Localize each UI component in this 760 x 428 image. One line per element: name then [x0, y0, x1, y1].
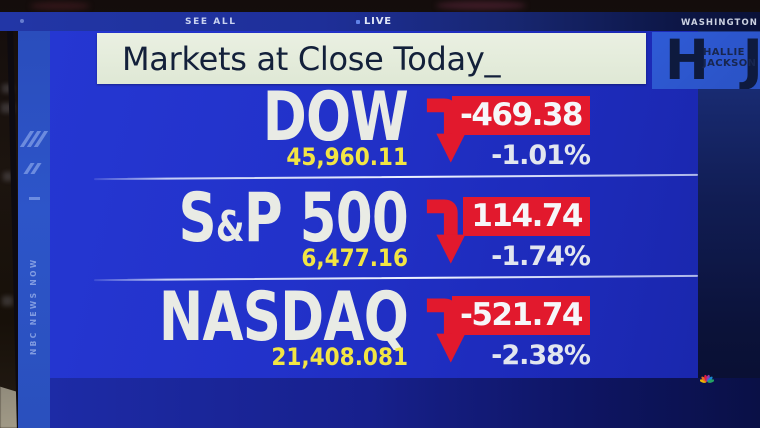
- index-close-value: 21,408.081: [271, 343, 408, 371]
- live-dot-icon: [356, 20, 360, 24]
- background-blur: [2, 296, 13, 306]
- board-bottom-band: [50, 378, 760, 428]
- change-badge: -469.38: [452, 96, 590, 135]
- background-blur: [1, 103, 14, 113]
- percent-change: -1.74%: [491, 241, 591, 272]
- nbc-wave-icon: [23, 163, 42, 174]
- live-badge[interactable]: LIVE: [364, 16, 392, 27]
- stream-top-bar: SEE ALL LIVE WASHINGTON: [0, 12, 760, 31]
- down-arrow-icon: [426, 298, 466, 363]
- down-arrow-icon: [426, 98, 466, 163]
- background-blur: [3, 172, 13, 181]
- network-name: NBC NEWS NOW: [29, 257, 38, 355]
- index-name: NASDAQ: [158, 278, 409, 357]
- background-blur: [2, 84, 13, 93]
- network-side-rail: NBC NEWS NOW: [18, 31, 50, 428]
- see-all-button[interactable]: SEE ALL: [185, 17, 237, 27]
- show-badge: H J HALLIE JACKSON: [652, 32, 760, 89]
- page-title: Markets at Close Today_: [122, 39, 501, 78]
- background-glow: [436, 1, 526, 10]
- host-name: HALLIE JACKSON: [703, 47, 757, 69]
- percent-change: -1.01%: [491, 140, 591, 171]
- index-close-value: 45,960.11: [286, 143, 408, 171]
- market-row-sp500: S&P 500 6,477.16 114.74 -1.74%: [50, 179, 610, 281]
- index-name: S&P 500: [178, 179, 409, 258]
- background-glow: [30, 2, 90, 10]
- monogram-j: J: [742, 32, 760, 89]
- market-row-dow: DOW 45,960.11 -469.38 -1.01%: [50, 78, 610, 180]
- monitor-right-edge: [698, 31, 760, 428]
- monogram-h: H: [665, 32, 709, 89]
- dash-icon: [29, 197, 40, 200]
- location-label: WASHINGTON: [680, 18, 758, 28]
- board-title-banner: Markets at Close Today_: [97, 33, 646, 84]
- change-badge: 114.74: [463, 197, 590, 236]
- down-arrow-icon: [426, 199, 466, 264]
- nbc-wave-icon: [19, 131, 49, 147]
- market-row-nasdaq: NASDAQ 21,408.081 -521.74 -2.38%: [50, 278, 610, 380]
- peacock-icon: [700, 374, 714, 383]
- markets-board: [50, 31, 698, 380]
- percent-change: -2.38%: [491, 340, 591, 371]
- index-close-value: 6,477.16: [301, 244, 408, 272]
- bullet-dot-icon: [20, 19, 24, 23]
- change-badge: -521.74: [452, 296, 590, 335]
- index-name: DOW: [262, 78, 409, 157]
